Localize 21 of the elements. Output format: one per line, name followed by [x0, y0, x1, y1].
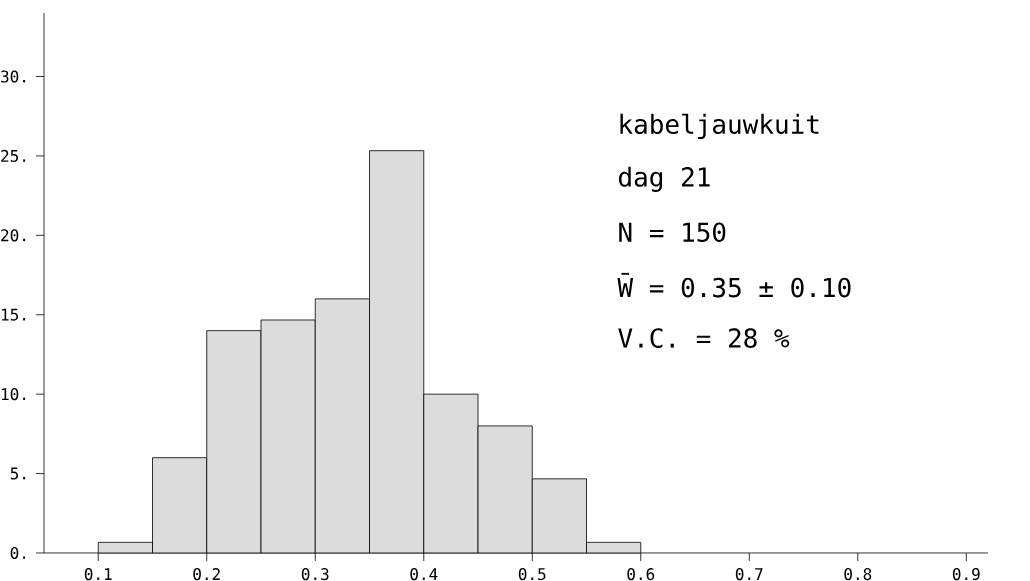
annotation: dag 21	[619, 166, 710, 192]
annotation: V.C. = 28 %	[618, 328, 790, 348]
x-tick-label: 0.8	[844, 568, 872, 581]
y-tick-label: 5.	[10, 467, 26, 480]
annotation: W̄ = 0.35 ± 0.10	[617, 272, 851, 298]
x-tick-label: 0.9	[952, 568, 980, 581]
y-tick-label: 0.	[10, 546, 26, 560]
x-tick-label: 0.3	[301, 568, 329, 581]
y-tick-label: 15.	[1, 308, 26, 321]
annotation: N = 150	[619, 222, 726, 243]
y-tick-label: 25.	[1, 149, 26, 162]
y-tick-label: 10.	[1, 388, 26, 401]
x-tick-label: 0.6	[627, 568, 655, 581]
y-tick-label: 30.	[1, 70, 26, 83]
x-tick-label: 0.4	[410, 568, 438, 581]
x-tick-label: 0.2	[193, 568, 220, 581]
y-tick-label: 20.	[1, 229, 26, 242]
x-tick-label: 0.7	[735, 568, 763, 581]
annotation: kabeljauwkuit	[620, 113, 819, 140]
x-tick-label: 0.5	[518, 568, 546, 581]
x-tick-label: 0.1	[84, 568, 112, 581]
